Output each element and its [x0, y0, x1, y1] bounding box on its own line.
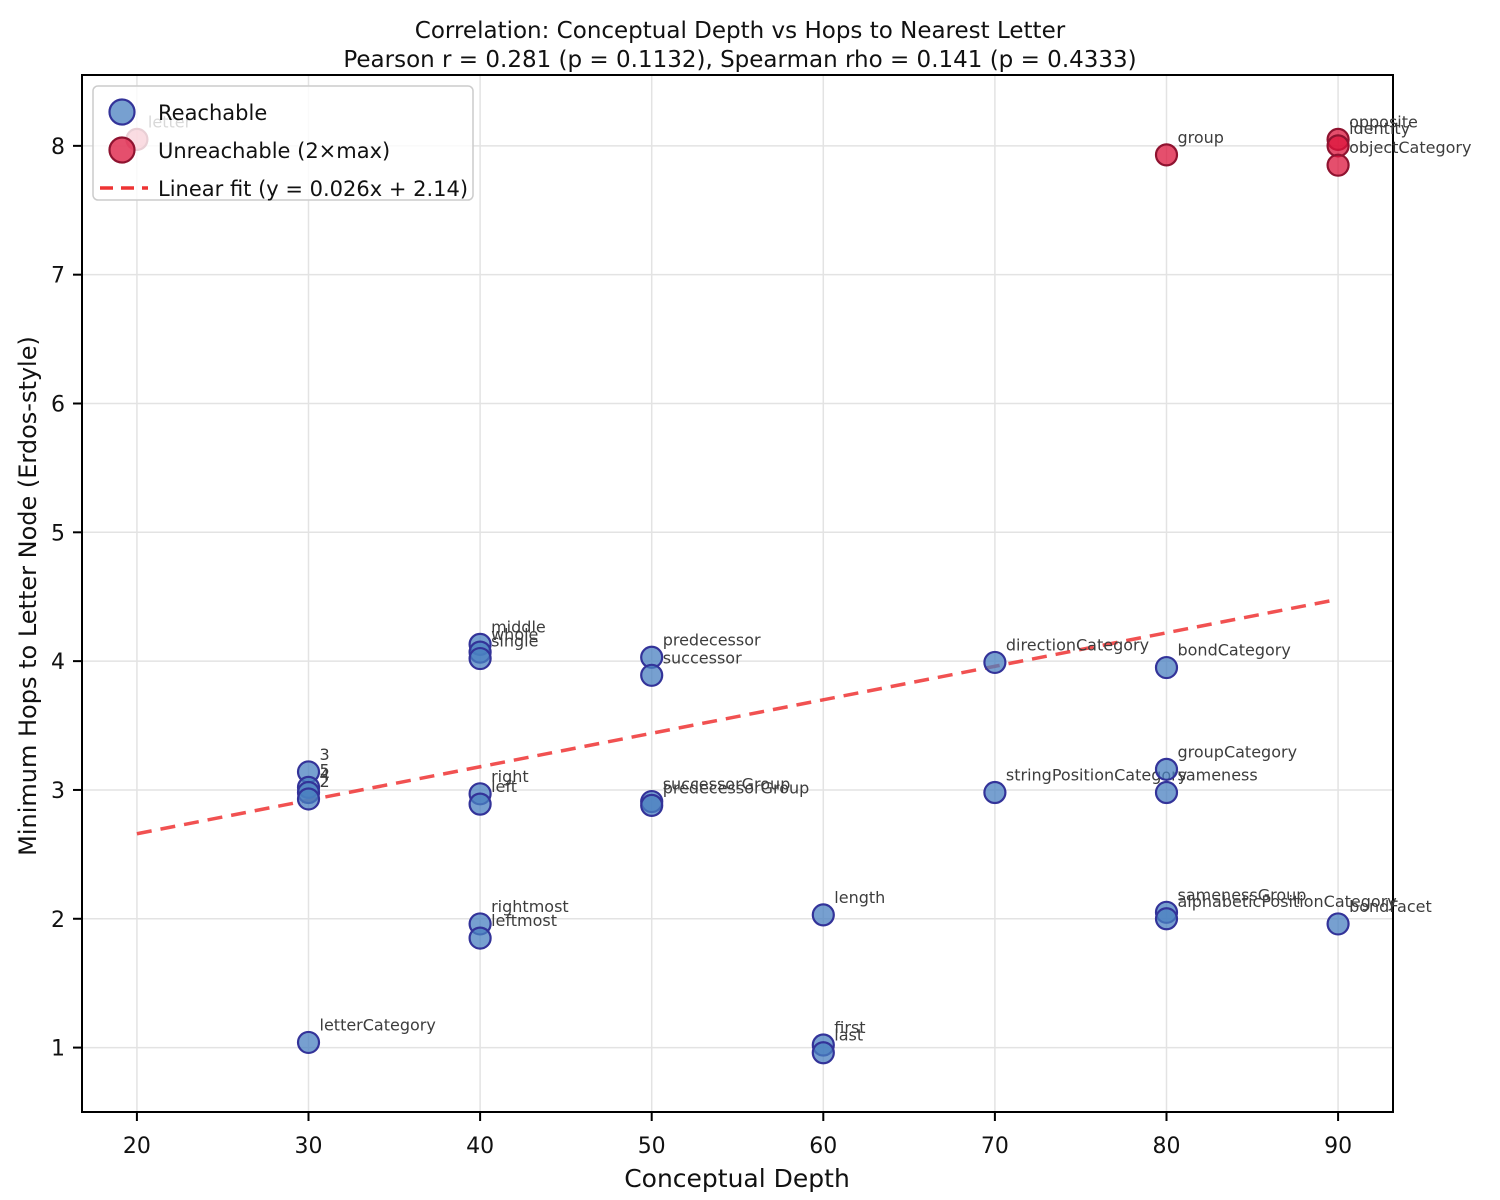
- data-point-objectCategory: [1326, 153, 1350, 177]
- data-point-stringPositionCategory: [983, 780, 1007, 805]
- data-point-sameness: [1154, 780, 1179, 805]
- point-label-groupCategory: groupCategory: [1177, 742, 1297, 761]
- legend-marker-unreachable: [108, 136, 136, 164]
- data-point-2: [296, 787, 321, 811]
- point-label-stringPositionCategory: stringPositionCategory: [1006, 766, 1187, 785]
- point-label-predecessorGroup: predecessorGroup: [663, 778, 810, 797]
- tick-label-x: 60: [809, 1134, 837, 1159]
- tick-label-y: 7: [51, 264, 65, 289]
- point-label-bondFacet: bondFacet: [1349, 897, 1432, 916]
- data-point-length: [811, 903, 835, 927]
- point-label-3: 3: [320, 745, 330, 764]
- data-point-last: [811, 1041, 835, 1065]
- point-label-sameness: sameness: [1177, 766, 1257, 785]
- point-label-single: single: [491, 632, 538, 651]
- point-label-length: length: [834, 888, 885, 907]
- data-point-predecessorGroup: [640, 793, 664, 818]
- tick-label-y: 6: [51, 392, 65, 417]
- point-label-group: group: [1177, 128, 1223, 147]
- data-point-bondCategory: [1154, 655, 1179, 680]
- y-axis-label: Minimum Hops to Letter Node (Erdos-style…: [14, 336, 42, 856]
- data-point-left: [468, 792, 492, 816]
- data-point-groupCategory: [1154, 757, 1179, 781]
- legend-box: Reachable Unreachable (2×max) Linear fit…: [92, 85, 474, 201]
- legend-label-unreachable: Unreachable (2×max): [158, 139, 390, 163]
- point-label-leftmost: leftmost: [491, 911, 557, 930]
- point-label-right: right: [491, 767, 529, 786]
- plot-frame: [81, 74, 1394, 1113]
- data-point-single: [468, 646, 492, 671]
- point-label-directionCategory: directionCategory: [1006, 635, 1149, 654]
- trend-line-layer: [136, 597, 1339, 836]
- point-label-bondCategory: bondCategory: [1177, 641, 1290, 660]
- point-label-objectCategory: objectCategory: [1349, 138, 1471, 157]
- tick-label-x: 30: [295, 1134, 323, 1159]
- point-label-2: 2: [320, 772, 330, 791]
- legend-frame: [92, 85, 474, 201]
- point-label-samenessGroup: samenessGroup: [1177, 885, 1306, 904]
- point-label-whole: whole: [491, 625, 538, 644]
- legend-label-linear-fit: Linear fit (y = 0.026x + 2.14): [158, 177, 468, 201]
- legend-label-reachable: Reachable: [158, 101, 267, 125]
- point-label-letterCategory: letterCategory: [320, 1015, 436, 1034]
- tick-label-x: 50: [638, 1134, 666, 1159]
- tick-label-y: 1: [51, 1037, 65, 1062]
- data-point-successor: [640, 663, 664, 687]
- tick-label-y: 5: [51, 521, 65, 546]
- point-label-alphabeticPositionCategory: alphabeticPositionCategory: [1177, 892, 1396, 911]
- data-point-alphabeticPositionCategory: [1154, 907, 1179, 931]
- tick-label-x: 20: [123, 1134, 151, 1159]
- linear-fit-line: [136, 597, 1339, 836]
- point-label-opposite: opposite: [1349, 112, 1418, 131]
- tick-label-x: 40: [466, 1134, 494, 1159]
- data-point-identity: [1326, 134, 1350, 158]
- legend-marker-reachable: [108, 98, 136, 126]
- point-label-successorGroup: successorGroup: [663, 775, 791, 794]
- data-point-group: [1154, 143, 1179, 167]
- tick-label-y: 2: [51, 908, 65, 933]
- point-label-predecessor: predecessor: [663, 630, 761, 649]
- tick-label-y: 3: [51, 779, 65, 804]
- point-label-last: last: [834, 1026, 863, 1045]
- tick-label-y: 8: [51, 135, 65, 160]
- chart-subtitle: Pearson r = 0.281 (p = 0.1132), Spearman…: [343, 47, 1136, 73]
- tick-label-x: 80: [1152, 1134, 1180, 1159]
- tick-label-x: 90: [1324, 1134, 1352, 1159]
- data-point-leftmost: [468, 926, 492, 950]
- point-label-first: first: [834, 1018, 865, 1037]
- chart-title: Correlation: Conceptual Depth vs Hops to…: [415, 18, 1066, 44]
- data-point-letterCategory: [296, 1030, 321, 1055]
- tick-label-y: 4: [51, 650, 65, 675]
- data-point-directionCategory: [983, 650, 1007, 675]
- point-label-middle: middle: [491, 617, 546, 636]
- point-label-left: left: [491, 777, 517, 796]
- point-label-successor: successor: [663, 648, 742, 667]
- data-point-bondFacet: [1326, 912, 1350, 936]
- point-label-identity: identity: [1349, 119, 1410, 138]
- point-label-rightmost: rightmost: [491, 897, 569, 916]
- tick-label-x: 70: [981, 1134, 1009, 1159]
- x-axis-label: Conceptual Depth: [624, 1164, 850, 1193]
- point-label-4: 4: [320, 766, 330, 785]
- point-label-5: 5: [320, 760, 330, 779]
